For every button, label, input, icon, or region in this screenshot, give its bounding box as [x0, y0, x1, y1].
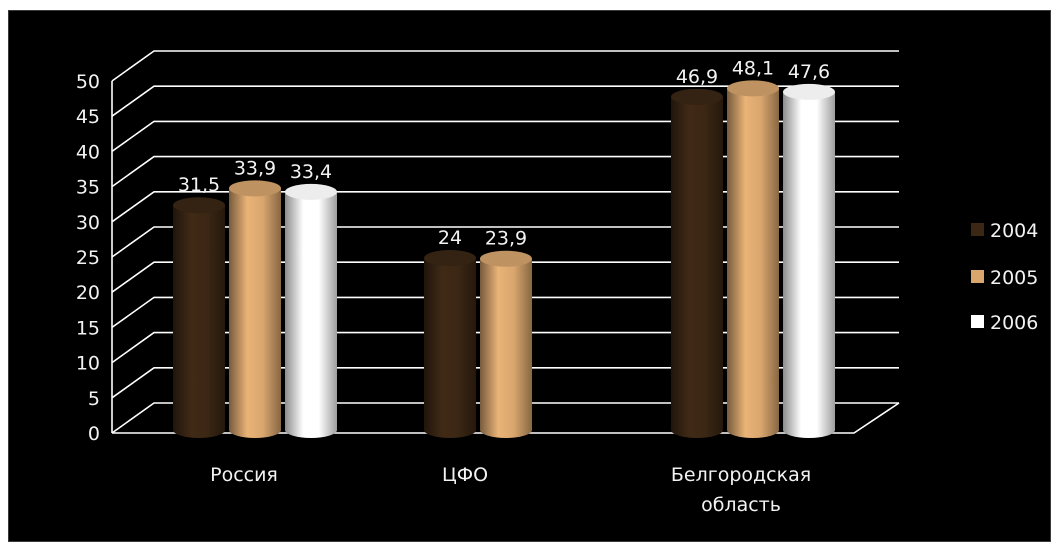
data-labels: 31,5 24 46,9 33,9 23,9 48,1 33,4 47,6: [178, 57, 830, 249]
y-tick-label: 15: [76, 317, 100, 339]
data-label: 31,5: [178, 174, 220, 196]
chart-frame: 0 5 10 15 20 25 30 35 40 45 50 31,5 24 46,9 33,9 23,9 4…: [8, 10, 1051, 542]
y-tick-label: 30: [76, 212, 100, 234]
bar: [671, 88, 723, 438]
floor-edge: [112, 402, 900, 434]
gridline: [111, 402, 899, 434]
legend-label: 2004: [990, 220, 1038, 242]
y-tick-label: 40: [76, 141, 100, 163]
legend: 2004 2005 2006: [971, 220, 1038, 334]
gridline: [111, 367, 899, 399]
data-label: 24: [438, 227, 462, 249]
y-tick-label: 35: [76, 177, 100, 199]
y-axis: 0 5 10 15 20 25 30 35 40 45 50: [76, 71, 100, 445]
gridline: [111, 155, 899, 188]
bar: [480, 250, 532, 438]
data-label: 33,9: [234, 157, 276, 179]
bar: [727, 80, 779, 438]
legend-swatch: [971, 270, 984, 283]
data-label: 23,9: [485, 228, 527, 250]
gridline: [111, 120, 899, 153]
data-label: 47,6: [788, 61, 830, 83]
legend-swatch: [971, 223, 984, 236]
data-label: 33,4: [290, 161, 332, 183]
gridline: [111, 191, 899, 223]
bar: [783, 83, 835, 439]
bar: [285, 183, 337, 438]
legend-swatch: [971, 315, 984, 328]
bar: [424, 250, 476, 438]
legend-label: 2006: [990, 312, 1038, 334]
y-tick-label: 20: [76, 282, 100, 304]
category-label: Россия: [210, 464, 278, 486]
bar-chart: 0 5 10 15 20 25 30 35 40 45 50 31,5 24 46,9 33,9 23,9 4…: [76, 50, 1038, 516]
y-tick-label: 0: [88, 423, 100, 445]
y-tick-label: 25: [76, 247, 100, 269]
bars: [173, 80, 835, 439]
y-tick-label: 5: [88, 388, 100, 410]
category-label: Белгородская: [671, 464, 811, 486]
x-axis: Россия ЦФО Белгородская область: [210, 464, 811, 516]
bar: [229, 180, 281, 438]
gridline: [111, 226, 899, 258]
gridline: [111, 296, 899, 329]
y-tick-label: 50: [76, 71, 100, 93]
data-label: 46,9: [676, 66, 718, 88]
gridline: [111, 331, 899, 364]
y-tick-label: 45: [76, 106, 100, 128]
bar: [173, 197, 225, 438]
category-label: ЦФО: [442, 464, 488, 486]
category-label: область: [701, 494, 781, 516]
data-label: 48,1: [732, 57, 774, 79]
gridline: [111, 50, 899, 82]
legend-label: 2005: [990, 267, 1038, 289]
y-tick-label: 10: [76, 353, 100, 375]
grid-layer: [111, 50, 900, 434]
gridline: [111, 261, 899, 293]
gridline: [111, 85, 899, 117]
